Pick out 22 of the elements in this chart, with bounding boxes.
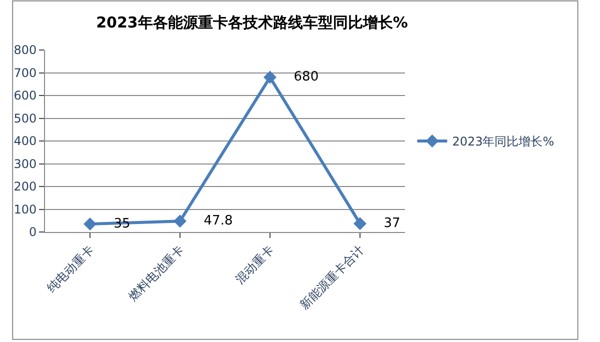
- x-tick-label: 新能源重卡合计: [297, 242, 366, 312]
- x-tick-label: 混动重卡: [232, 242, 276, 287]
- data-label: 680: [277, 70, 319, 85]
- point: [174, 214, 186, 228]
- y-tick-label: 0: [28, 225, 37, 240]
- x-tick-label: 燃料电池重卡: [126, 242, 186, 304]
- point: [264, 70, 276, 84]
- chart-title: 2023年各能源重卡各技术路线车型同比增长%: [96, 14, 408, 32]
- y-tick-label: 500: [14, 111, 37, 126]
- y-tick-label: 100: [14, 202, 37, 216]
- point: [354, 217, 366, 230]
- legend-label: 2023年同比增长%: [452, 134, 554, 149]
- data-label: 47.8: [187, 213, 233, 228]
- y-tick-label: 700: [14, 66, 37, 80]
- x-tick-label: 纯电动重卡: [44, 242, 96, 296]
- data-label: 37: [367, 216, 400, 231]
- y-tick-label: 600: [14, 88, 37, 103]
- point: [84, 218, 96, 231]
- y-tick-label: 800: [14, 43, 37, 58]
- y-tick-label: 300: [14, 156, 37, 171]
- y-tick-label: 200: [14, 180, 37, 194]
- y-tick-label: 400: [14, 134, 37, 148]
